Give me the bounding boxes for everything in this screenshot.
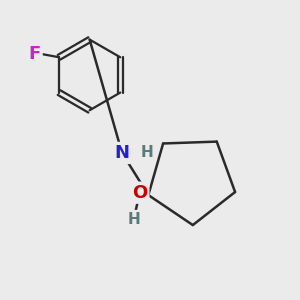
Text: O: O bbox=[132, 184, 147, 202]
Text: N: N bbox=[115, 144, 130, 162]
Text: H: H bbox=[128, 212, 140, 227]
Text: H: H bbox=[141, 146, 153, 160]
Text: F: F bbox=[28, 45, 40, 63]
